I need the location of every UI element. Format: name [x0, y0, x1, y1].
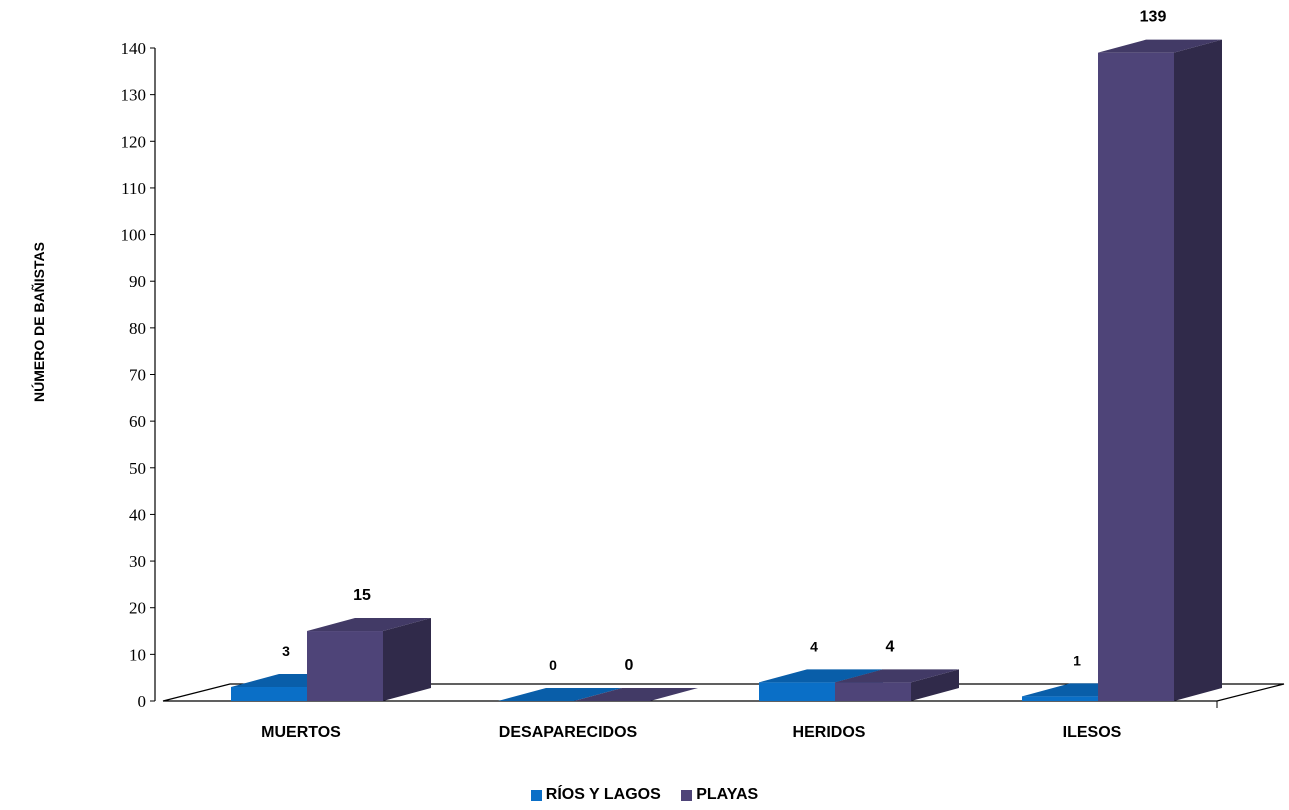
category-label-heridos: HERIDOS [793, 724, 866, 741]
bar-playas-ilesos [1098, 39, 1222, 701]
bar-top-face [835, 669, 959, 683]
bar-front-face [307, 631, 383, 701]
bar-side-face [383, 618, 431, 701]
bar-side-face [1174, 39, 1222, 701]
data-label-rios-y-lagos-desaparecidos: 0 [549, 657, 557, 673]
bar-playas-heridos [835, 669, 959, 701]
data-label-rios-y-lagos-ilesos: 1 [1073, 652, 1081, 668]
y-tick-label: 140 [121, 39, 147, 58]
data-label-rios-y-lagos-heridos: 4 [810, 638, 818, 654]
y-tick-label: 90 [129, 272, 146, 291]
category-label-muertos: MUERTOS [261, 724, 341, 741]
bar-playas-muertos [307, 618, 431, 701]
category-label-ilesos: ILESOS [1063, 724, 1122, 741]
category-labels: MUERTOS DESAPARECIDOS HERIDOS ILESOS [261, 724, 1122, 741]
data-label-playas-heridos: 4 [886, 638, 895, 655]
y-tick-label: 100 [121, 226, 147, 245]
legend-swatch-playas [681, 789, 693, 801]
bar-front-face [1098, 52, 1174, 701]
data-label-playas-ilesos: 139 [1140, 9, 1167, 26]
bar-top-face [498, 688, 622, 701]
y-tick-label: 110 [121, 179, 146, 198]
data-label-playas-desaparecidos: 0 [625, 657, 634, 674]
y-tick-label: 0 [138, 692, 147, 711]
data-label-playas-muertos: 15 [353, 587, 371, 604]
bar-front-face [759, 682, 835, 701]
legend-swatch-rios-y-lagos [530, 789, 542, 801]
bar-front-face [835, 682, 911, 701]
bar-front-face [231, 687, 307, 701]
y-tick-label: 80 [129, 319, 146, 338]
legend-item-rios-y-lagos: RÍOS Y LAGOS [530, 786, 661, 804]
bar-front-face [1022, 696, 1098, 701]
y-tick-label: 50 [129, 459, 146, 478]
data-label-rios-y-lagos-muertos: 3 [282, 643, 290, 659]
legend-label-rios-y-lagos: RÍOS Y LAGOS [545, 786, 661, 803]
bar-top-face [307, 618, 431, 632]
bar-top-face [759, 669, 883, 683]
y-tick-label: 60 [129, 412, 146, 431]
data-labels: 3 15 0 0 4 4 1 139 [282, 9, 1166, 674]
y-tick-label: 10 [129, 645, 146, 664]
y-tick-label: 120 [121, 132, 147, 151]
bar-series [231, 39, 1222, 701]
bar-top-face [1098, 39, 1222, 53]
y-tick-label: 40 [129, 505, 146, 524]
category-label-desaparecidos: DESAPARECIDOS [499, 724, 638, 741]
y-tick-label: 30 [129, 552, 146, 571]
legend-item-playas: PLAYAS [681, 786, 758, 804]
legend-label-playas: PLAYAS [696, 786, 759, 803]
bar-side-face [911, 669, 959, 701]
chart-legend: RÍOS Y LAGOS PLAYAS [0, 786, 1289, 806]
bar-playas-desaparecidos [574, 688, 698, 701]
y-tick-label: 20 [129, 599, 146, 618]
bar-top-face [574, 688, 698, 701]
y-tick-label: 130 [121, 86, 147, 105]
y-axis-label: NÚMERO DE BAÑISTAS [30, 242, 47, 402]
bar-rios-y-lagos-desaparecidos [498, 688, 622, 701]
y-tick-labels: 0 10 20 30 40 50 60 70 80 90 100 110 120 130 140 [121, 39, 155, 711]
y-tick-label: 70 [129, 366, 146, 385]
